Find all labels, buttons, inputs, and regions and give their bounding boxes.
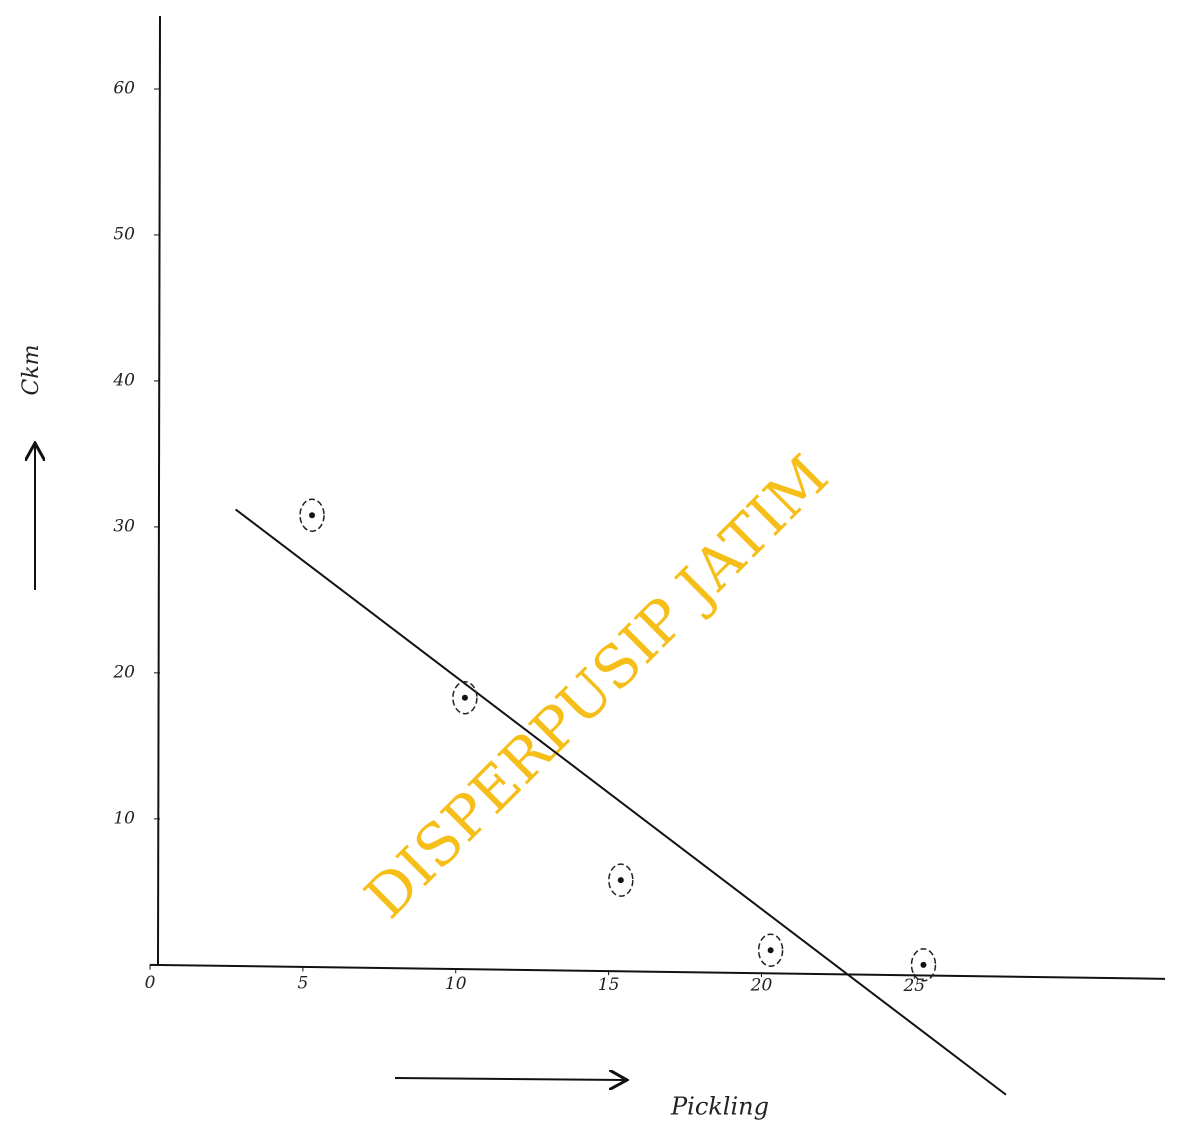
x-tick-label: 0 xyxy=(145,973,156,993)
fit-line xyxy=(236,509,1006,1094)
x-tick-label: 25 xyxy=(902,976,925,996)
chart: Ckm Pickling DISPERPUSIP JATIM 10 20 30 40 5… xyxy=(0,0,1180,1148)
y-axis-label: Ckm xyxy=(19,344,44,395)
point xyxy=(618,877,624,883)
y-axis xyxy=(158,16,160,965)
x-tick-label: 10 xyxy=(445,974,467,994)
page: Ckm Pickling DISPERPUSIP JATIM 10 20 30 40 5… xyxy=(0,0,1180,1148)
x-tick-label: 20 xyxy=(750,975,773,995)
y-tick-label: 40 xyxy=(112,370,135,390)
point xyxy=(768,947,774,953)
x-tick-label: 15 xyxy=(598,975,620,995)
point xyxy=(462,695,468,701)
y-tick-label: 20 xyxy=(112,662,135,682)
x-tick-label: 5 xyxy=(297,974,308,994)
watermark: DISPERPUSIP JATIM xyxy=(352,442,841,931)
point xyxy=(920,962,926,968)
point xyxy=(309,512,315,518)
y-tick-label: 30 xyxy=(113,516,135,536)
x-axis-label: Pickling xyxy=(670,1093,769,1121)
y-tick-label: 50 xyxy=(113,224,135,244)
y-tick-label: 60 xyxy=(113,78,135,98)
x-arrow xyxy=(395,1078,625,1080)
y-tick-label: 10 xyxy=(113,808,135,828)
